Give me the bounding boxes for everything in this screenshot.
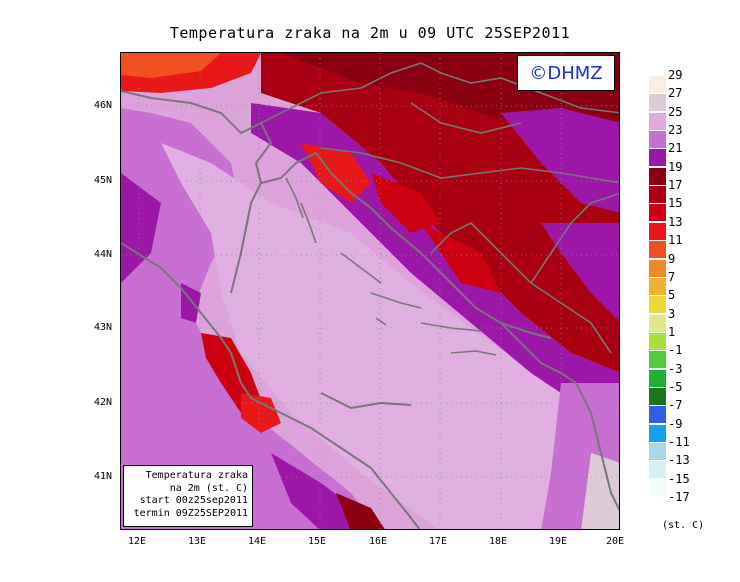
legend-level-label: -13 <box>668 453 690 468</box>
temperature-map <box>120 52 620 530</box>
lon-label: 15E <box>308 536 327 547</box>
nw-orange <box>121 53 221 78</box>
south-dark-spot <box>336 493 385 529</box>
legend-swatch <box>649 443 666 460</box>
legend-swatch <box>649 479 666 497</box>
legend-level-label: -17 <box>668 490 690 505</box>
map-title: Temperatura zraka na 2m u 09 UTC 25SEP20… <box>169 24 571 42</box>
lon-label: 18E <box>489 536 508 547</box>
info-line: termin 09Z25SEP2011 <box>133 507 248 519</box>
legend-level-label: -11 <box>668 435 690 449</box>
legend-level-label: 29 <box>668 68 683 82</box>
legend-level-label: 7 <box>668 269 676 284</box>
lon-label: 20E <box>606 536 625 547</box>
lon-label: 19E <box>549 536 568 547</box>
legend-level-label: -7 <box>668 398 683 413</box>
legend-swatch <box>649 351 666 369</box>
legend-swatch <box>649 461 666 479</box>
lon-label: 14E <box>248 536 267 547</box>
serbia-purple <box>541 223 619 321</box>
legend-swatch <box>649 112 666 130</box>
lon-label: 17E <box>429 536 448 547</box>
legend-swatch <box>649 406 666 424</box>
lon-label: 13E <box>188 536 207 547</box>
legend-swatch <box>649 296 666 314</box>
lon-label: 16E <box>369 536 388 547</box>
legend-level-label: 1 <box>668 324 676 339</box>
dhmz-logo: ©DHMZ <box>517 55 615 91</box>
legend-level-label: 27 <box>668 86 683 101</box>
info-line: start 00z25sep2011 <box>139 495 248 506</box>
legend-swatch <box>649 277 666 295</box>
gargano-red <box>201 333 266 413</box>
coastlines <box>121 90 619 529</box>
legend-level-label: -15 <box>668 471 690 486</box>
temperature-field <box>121 53 619 529</box>
legend-swatch <box>649 314 666 332</box>
italy-purple-patch <box>121 173 161 283</box>
legend-level-label: -3 <box>668 361 683 376</box>
lon-label: 12E <box>128 536 147 547</box>
legend-swatch <box>649 167 666 185</box>
legend-swatch <box>649 131 666 149</box>
lat-label: 46N <box>94 100 113 111</box>
info-line: Temperatura zraka <box>145 470 248 481</box>
albania-light <box>581 453 619 529</box>
legend-unit: (st. C) <box>662 520 705 531</box>
lat-label: 43N <box>94 322 113 333</box>
legend-level-label: 23 <box>668 123 683 138</box>
herzegovina-red <box>421 223 501 293</box>
legend-level-label: -1 <box>668 343 683 358</box>
legend-level-label: -5 <box>668 379 683 394</box>
legend-level-label: 11 <box>668 233 683 248</box>
legend-swatch <box>649 94 666 112</box>
lat-label: 41N <box>94 471 113 482</box>
info-box: Temperatura zraka na 2m (st. C) start 00… <box>123 465 253 527</box>
legend-level-label: 25 <box>668 104 683 119</box>
dalmatia-red <box>371 173 441 233</box>
lat-label: 42N <box>94 397 113 408</box>
legend-swatch <box>649 149 666 167</box>
legend-level-label: -9 <box>668 416 683 431</box>
legend-level-label: 17 <box>668 178 683 193</box>
lat-label: 44N <box>94 249 113 260</box>
legend-swatch <box>649 332 666 350</box>
italy-warm-zone <box>121 108 380 529</box>
legend-swatch <box>649 76 666 93</box>
legend-swatch <box>649 387 666 405</box>
legend-level-label: 13 <box>668 214 683 229</box>
legend-level-label: 15 <box>668 196 683 211</box>
legend-level-label: 21 <box>668 141 683 156</box>
legend-swatch <box>649 241 666 259</box>
pannonian-purple <box>501 108 619 213</box>
lat-lon-grid <box>121 53 619 529</box>
islands <box>285 177 497 356</box>
legend-swatch <box>649 222 666 240</box>
country-borders <box>260 62 619 354</box>
info-line: na 2m (st. C) <box>169 482 248 494</box>
legend-level-label: 9 <box>668 251 676 266</box>
lat-label: 45N <box>94 175 113 186</box>
legend-swatch <box>649 204 666 222</box>
legend-swatch <box>649 369 666 387</box>
adriatic-sea-center <box>161 143 619 529</box>
legend-level-label: 19 <box>668 159 683 174</box>
legend-swatch <box>649 186 666 204</box>
legend-level-label: 5 <box>668 288 676 303</box>
legend-swatch <box>649 424 666 442</box>
legend-level-label: 3 <box>668 306 676 321</box>
legend-swatch <box>649 259 666 277</box>
